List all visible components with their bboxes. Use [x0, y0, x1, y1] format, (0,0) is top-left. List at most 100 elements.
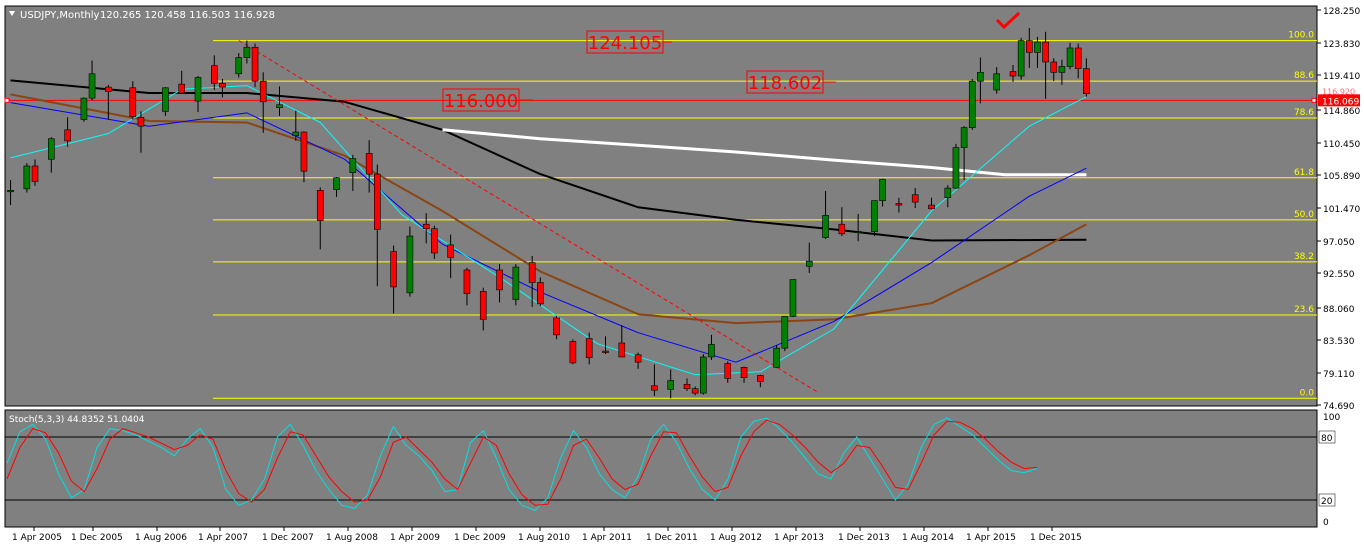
stoch-panel[interactable]	[4, 409, 1318, 528]
time-tick-label: 1 Dec 2015	[1030, 533, 1082, 543]
price-annotations: 124.105 118.602 116.000	[442, 30, 836, 112]
current-price-hidden-label: 116.920	[1322, 87, 1355, 96]
axes: 128.250 123.830 119.410 114.860 110.450 105.8…	[12, 7, 1360, 543]
current-price-box	[1318, 94, 1360, 107]
candle-body	[447, 244, 454, 258]
candle-body	[211, 65, 218, 84]
candle-body	[691, 388, 699, 394]
candle	[1034, 36, 1041, 68]
moving-average-blue	[10, 102, 1087, 363]
fib-label: 38.2	[1294, 252, 1314, 262]
price-annotation[interactable]: 124.105	[586, 30, 672, 54]
price-tick-label: 79.110	[1323, 370, 1355, 380]
price-tick-label: 74.690	[1323, 402, 1355, 412]
ohlc-readout: 120.265 120.458 116.503 116.928	[100, 10, 275, 21]
candle-body	[365, 153, 373, 175]
time-tick-label: 1 Apr 2007	[198, 533, 248, 543]
candle	[365, 140, 373, 193]
candle	[1042, 31, 1049, 99]
candle	[1026, 28, 1033, 68]
candle-body	[88, 73, 96, 99]
time-tick-label: 1 Apr 2015	[966, 533, 1016, 543]
candle	[536, 277, 544, 307]
candle-body	[757, 375, 764, 382]
candle	[64, 117, 71, 147]
candle-body	[699, 356, 707, 394]
candle	[1009, 64, 1017, 82]
candle-body	[7, 190, 14, 193]
price-panel[interactable]	[4, 5, 1318, 407]
candle	[463, 267, 471, 306]
fib-label: 78.6	[1294, 108, 1314, 118]
time-tick-label: 1 Dec 2007	[262, 533, 314, 543]
candle	[1074, 43, 1082, 79]
candle	[512, 264, 520, 306]
candle-body	[431, 228, 438, 254]
candle-body	[781, 316, 789, 349]
candle	[911, 188, 919, 209]
candle-body	[1074, 47, 1082, 69]
candle	[137, 111, 145, 153]
candle-body	[300, 131, 308, 172]
time-tick-label: 1 Apr 2013	[774, 533, 824, 543]
candle-body	[390, 251, 397, 288]
moving-average-white	[442, 128, 1087, 177]
candle	[683, 378, 691, 391]
candle	[1017, 37, 1025, 80]
time-tick-label: 1 Apr 2005	[12, 533, 62, 543]
candle	[602, 336, 609, 355]
candle	[651, 364, 658, 397]
candle	[757, 374, 764, 388]
checkmark-icon	[995, 11, 1021, 30]
candle-body	[406, 235, 414, 294]
candle-body	[789, 279, 797, 317]
candle	[618, 325, 626, 358]
fib-label: 100.0	[1288, 31, 1314, 41]
candle-body	[1058, 66, 1066, 73]
candle	[406, 226, 414, 297]
time-tick-label: 1 Dec 2011	[646, 533, 698, 543]
line-handle-left[interactable]	[4, 97, 10, 103]
candle	[569, 339, 577, 365]
candle	[373, 164, 381, 287]
candle	[691, 386, 699, 396]
candle-body	[1034, 41, 1041, 53]
fib-label: 61.8	[1294, 168, 1314, 178]
price-annotation[interactable]: 118.602	[746, 70, 836, 94]
price-annotation[interactable]: 116.000	[442, 88, 533, 112]
candle	[243, 40, 251, 64]
candle-body	[137, 117, 145, 127]
candle	[219, 78, 226, 98]
candle	[194, 76, 202, 113]
downtrend-line[interactable]	[238, 40, 817, 392]
candle	[479, 287, 487, 331]
price-tick-label: 105.890	[1323, 172, 1360, 182]
candle-body	[838, 223, 846, 235]
candle-body	[1017, 40, 1025, 77]
candle-body	[585, 338, 593, 359]
annotation-text: 116.000	[444, 91, 518, 112]
candle	[895, 197, 903, 213]
candle-body	[854, 231, 862, 233]
price-tick-label: 101.470	[1323, 205, 1360, 215]
candle-body	[651, 385, 658, 391]
candle	[724, 361, 732, 383]
candle-body	[292, 131, 300, 137]
candle	[838, 207, 846, 237]
candle-body	[251, 46, 259, 82]
candle-body	[479, 291, 487, 320]
candle	[259, 72, 267, 133]
candle	[960, 126, 968, 180]
candle	[1050, 58, 1058, 82]
candles	[7, 28, 1090, 399]
candle-body	[879, 178, 886, 201]
candle-body	[276, 104, 283, 109]
candle	[667, 369, 675, 399]
candle	[805, 242, 813, 273]
candle-body	[634, 354, 642, 363]
line-handle-right[interactable]	[1311, 97, 1317, 103]
collapse-arrow-icon[interactable]	[9, 11, 15, 16]
time-tick-label: 1 Dec 2009	[454, 533, 506, 543]
price-tick-label: 88.060	[1323, 305, 1355, 315]
